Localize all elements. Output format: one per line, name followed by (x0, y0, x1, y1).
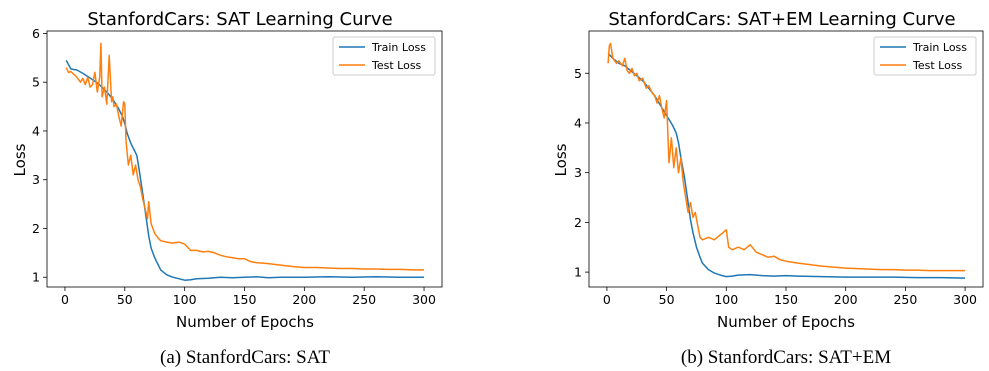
plot-frame (46, 30, 443, 288)
x-tick-label: 100 (714, 292, 738, 307)
plot-frame (588, 30, 984, 288)
x-tick-label: 250 (893, 292, 917, 307)
y-tick-label: 5 (32, 75, 40, 90)
axis-ticks: 0 50 100 150 200 250 300 1 2 3 4 5 (574, 66, 977, 307)
x-axis-label: Number of Epochs (176, 313, 314, 331)
legend-train-label: Train Loss (371, 41, 426, 54)
x-tick-label: 300 (412, 292, 436, 307)
y-tick-label: 3 (574, 165, 582, 180)
axis-ticks: 0 50 100 150 200 250 300 1 2 3 4 5 6 (32, 26, 436, 307)
y-tick-label: 2 (574, 215, 582, 230)
test-loss-line (607, 42, 966, 272)
legend: Train Loss Test Loss (873, 36, 977, 76)
y-tick-label: 3 (32, 172, 40, 187)
y-tick-label: 1 (32, 270, 40, 285)
y-tick-label: 4 (32, 123, 40, 138)
y-tick-label: 2 (32, 221, 40, 236)
caption-a: (a) StanfordCars: SAT (160, 347, 330, 368)
x-tick-label: 50 (117, 292, 133, 307)
chart-title: StanfordCars: SAT+EM Learning Curve (608, 9, 955, 30)
x-tick-label: 150 (774, 292, 798, 307)
series-lines (607, 42, 966, 279)
x-tick-label: 50 (659, 292, 675, 307)
y-tick-label: 4 (574, 115, 582, 130)
train-loss-line (65, 59, 424, 281)
x-tick-label: 0 (61, 292, 69, 307)
y-tick-label: 6 (32, 26, 40, 41)
legend-train-label: Train Loss (912, 41, 967, 54)
y-tick-label: 5 (574, 66, 582, 81)
legend-test-label: Test Loss (912, 59, 963, 72)
legend: Train Loss Test Loss (332, 36, 436, 76)
x-tick-label: 200 (834, 292, 858, 307)
legend-test-label: Test Loss (371, 59, 422, 72)
train-loss-line (607, 52, 966, 279)
y-axis-label: Loss (11, 143, 29, 176)
x-tick-label: 300 (953, 292, 977, 307)
chart-panel-b: StanfordCars: SAT+EM Learning Curve Numb… (552, 9, 984, 368)
x-tick-label: 250 (352, 292, 376, 307)
caption-b: (b) StanfordCars: SAT+EM (681, 347, 891, 368)
y-axis-label: Loss (552, 143, 570, 176)
x-tick-label: 150 (233, 292, 257, 307)
x-tick-label: 0 (603, 292, 611, 307)
series-lines (65, 42, 424, 281)
x-tick-label: 200 (292, 292, 316, 307)
y-tick-label: 1 (574, 265, 582, 280)
chart-panel-a: StanfordCars: SAT Learning Curve Number … (11, 9, 443, 368)
chart-title: StanfordCars: SAT Learning Curve (87, 9, 392, 30)
test-loss-line (65, 42, 424, 271)
x-axis-label: Number of Epochs (717, 313, 855, 331)
x-tick-label: 100 (173, 292, 197, 307)
